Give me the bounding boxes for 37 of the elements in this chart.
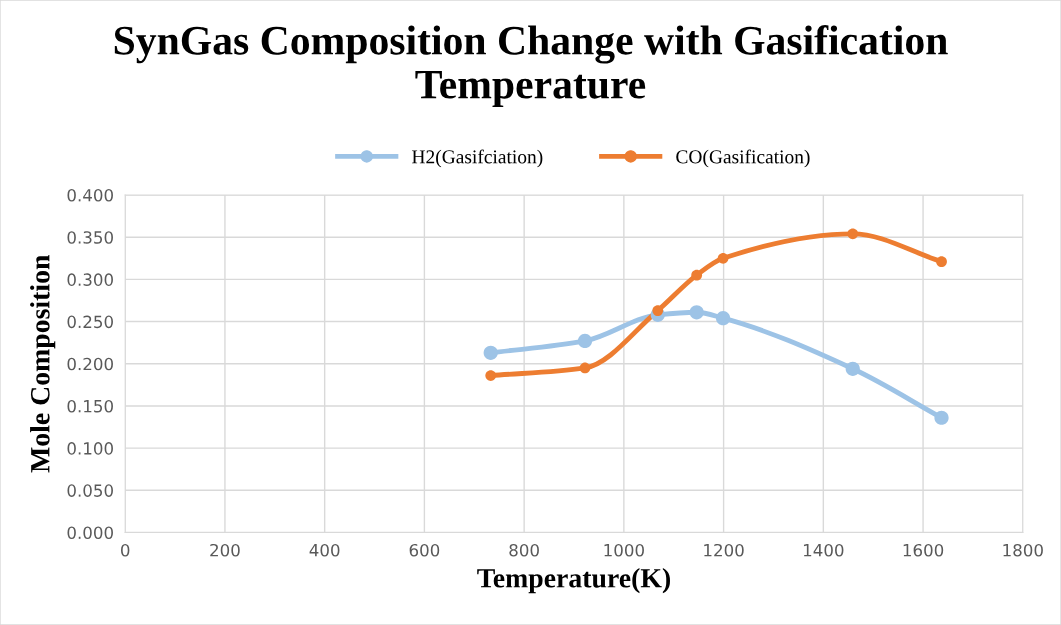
y-tick-label: 0.350 — [67, 231, 113, 244]
x-tick-label: 800 — [509, 543, 539, 557]
y-tick-label: 0.200 — [67, 357, 113, 371]
point — [715, 311, 731, 326]
y-tick-label: 0.300 — [67, 273, 113, 286]
x-tick-label: 200 — [210, 543, 240, 557]
point — [717, 252, 729, 264]
point — [847, 228, 859, 240]
x-tick-label: 1600 — [903, 543, 944, 557]
legend-label: H2(Gasifciation) — [412, 149, 543, 168]
x-tick-label: 1200 — [704, 543, 744, 557]
x-axis-title: Temperature(K) — [477, 568, 670, 594]
x-tick-label: 600 — [409, 543, 440, 557]
point — [485, 370, 497, 381]
y-tick-label: 0.250 — [67, 315, 113, 329]
x-tick-label: 1400 — [803, 543, 844, 557]
y-axis-title: Mole Composition — [30, 254, 56, 473]
x-tick-label: 1800 — [1003, 543, 1043, 557]
y-tick-label: 0.150 — [67, 399, 113, 413]
point — [936, 256, 947, 268]
y-tick-label: 0.000 — [67, 526, 113, 540]
point — [483, 345, 498, 360]
y-tick-label: 0.100 — [67, 442, 113, 455]
x-tick-label: 400 — [309, 543, 340, 557]
point — [845, 361, 860, 376]
point — [691, 269, 703, 281]
y-tick-label: 0.400 — [67, 188, 113, 202]
x-tick-label: 0 — [120, 543, 130, 557]
point — [577, 333, 593, 349]
point — [579, 362, 591, 374]
point — [934, 410, 949, 425]
legend-label: CO(Gasification) — [676, 149, 810, 168]
chart-title: SynGas Composition Change with Gasification Temperature — [114, 25, 948, 108]
point — [652, 305, 664, 316]
point — [689, 305, 704, 320]
x-tick-label: 1000 — [604, 543, 644, 557]
y-tick-label: 0.050 — [67, 484, 113, 497]
